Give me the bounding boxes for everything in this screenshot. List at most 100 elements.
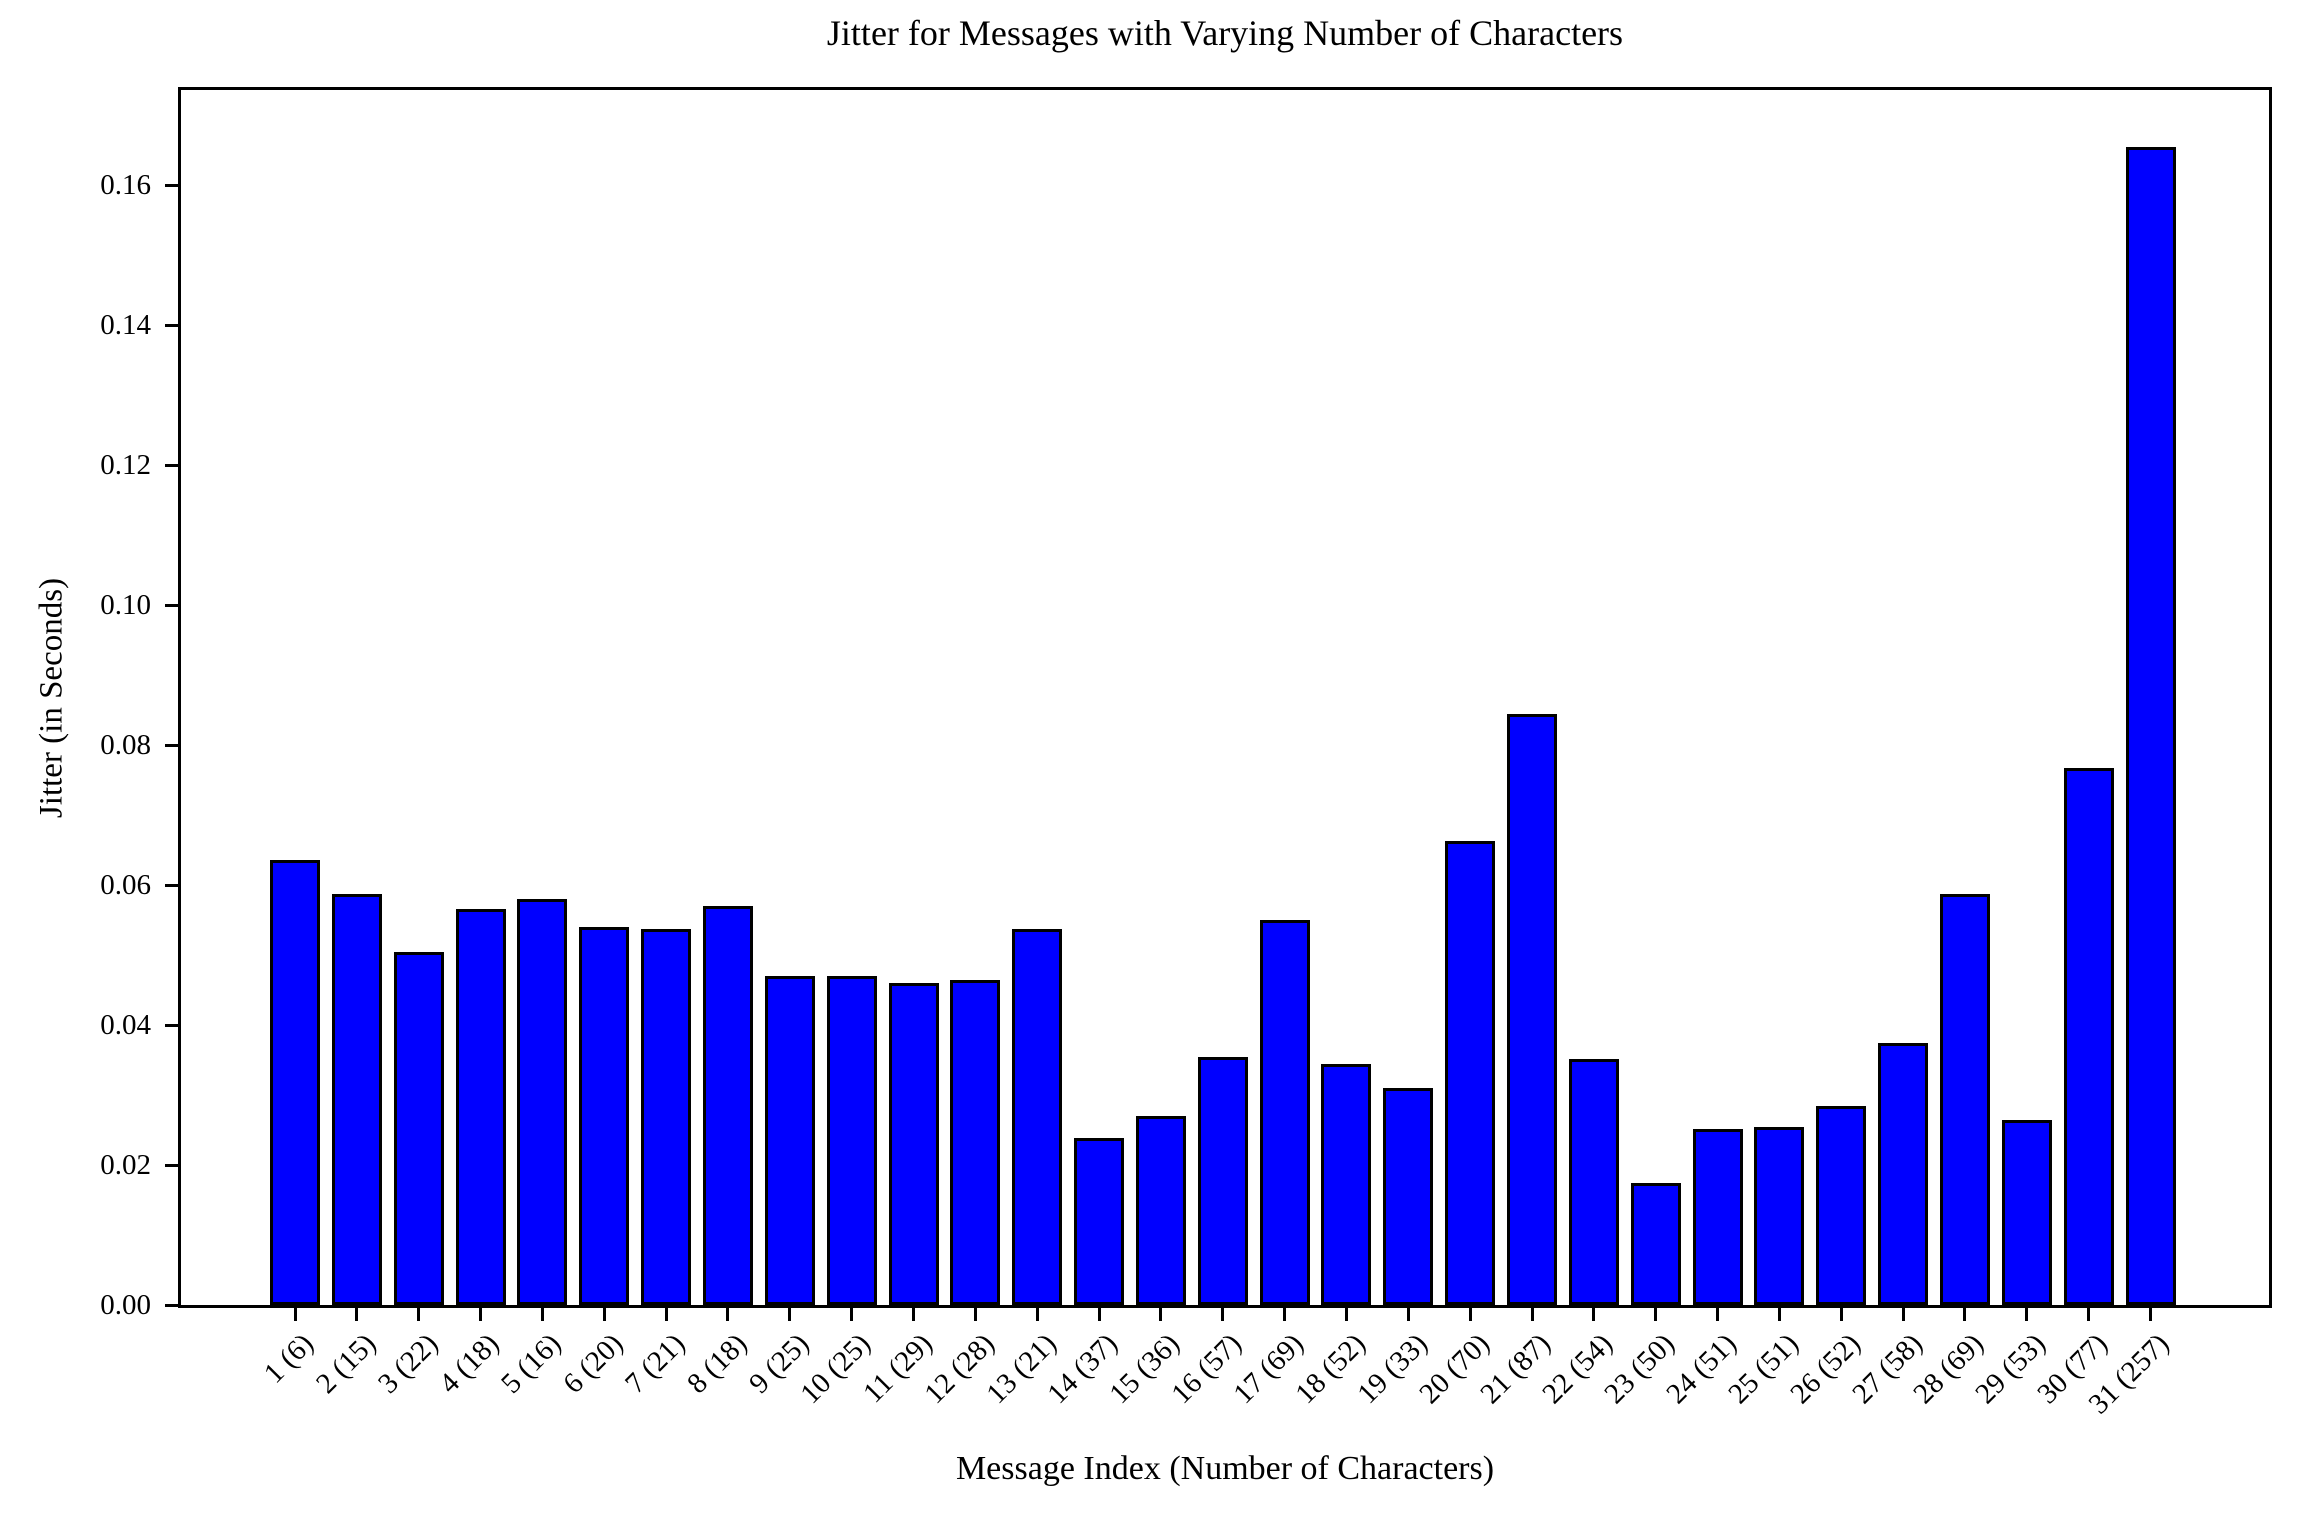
- x-tick-label: 8 (18): [680, 1327, 754, 1400]
- x-tick: [1592, 1308, 1596, 1321]
- x-tick-label: 5 (16): [495, 1327, 568, 1400]
- bar: [702, 906, 753, 1305]
- x-tick: [2025, 1308, 2029, 1321]
- x-tick: [726, 1308, 730, 1321]
- x-tick-label: 12 (28): [918, 1327, 1001, 1411]
- x-tick: [973, 1308, 977, 1321]
- x-tick-label: 18 (52): [1289, 1327, 1372, 1411]
- y-tick: [165, 1163, 178, 1167]
- plot-area: 1 (6) 2 (15) 3 (22) 4 (18) 5 (16) 6 (20) 7 (21…: [100, 87, 2272, 1420]
- x-tick-label: 24 (51): [1660, 1327, 1743, 1411]
- x-tick-label: 25 (51): [1722, 1327, 1805, 1411]
- x-tick: [1097, 1308, 1101, 1321]
- x-tick-label: 1 (6): [258, 1327, 321, 1390]
- x-tick: [602, 1308, 606, 1321]
- y-tick-label: 0.00: [100, 1288, 151, 1321]
- x-tick: [1468, 1308, 1472, 1321]
- y-tick: [165, 184, 178, 188]
- bar: [826, 976, 877, 1305]
- x-tick: [788, 1308, 792, 1321]
- x-tick-label: 3 (22): [371, 1327, 444, 1400]
- y-tick: [165, 604, 178, 608]
- x-tick: [1283, 1308, 1287, 1321]
- y-tick-label: 0.06: [100, 868, 151, 901]
- x-tick: [1839, 1308, 1843, 1321]
- bar: [1321, 1064, 1372, 1305]
- y-tick: [165, 1023, 178, 1027]
- bar: [950, 980, 1001, 1305]
- x-tick-label: 11 (29): [857, 1327, 939, 1410]
- x-tick: [1716, 1308, 1720, 1321]
- x-tick: [1344, 1308, 1348, 1321]
- x-tick-label: 10 (25): [794, 1327, 877, 1411]
- bar: [1445, 841, 1496, 1305]
- x-tick-label: 20 (70): [1412, 1327, 1496, 1411]
- x-tick: [417, 1308, 421, 1321]
- bar: [579, 927, 630, 1305]
- x-tick: [850, 1308, 854, 1321]
- bar: [1197, 1057, 1248, 1305]
- y-tick-label: 0.10: [100, 589, 151, 622]
- bar: [1074, 1138, 1125, 1305]
- y-tick-label: 0.14: [100, 309, 151, 342]
- x-tick-label: 2 (15): [309, 1327, 383, 1400]
- bar: [331, 894, 382, 1305]
- bar: [1012, 929, 1063, 1305]
- x-tick: [1406, 1308, 1410, 1321]
- x-axis-label: Message Index (Number of Characters): [955, 1450, 1495, 1487]
- bar: [2063, 768, 2114, 1305]
- x-tick: [2149, 1308, 2152, 1321]
- x-tick-label: 22 (54): [1536, 1327, 1620, 1411]
- x-tick: [1963, 1308, 1967, 1321]
- x-tick-label: 26 (52): [1784, 1327, 1867, 1411]
- x-tick: [540, 1308, 544, 1321]
- y-tick: [165, 1303, 178, 1307]
- x-tick: [1221, 1308, 1225, 1321]
- x-tick-label: 16 (57): [1165, 1327, 1248, 1411]
- x-tick: [1777, 1308, 1781, 1321]
- bar: [270, 860, 320, 1305]
- y-tick-label: 0.16: [100, 169, 151, 202]
- x-tick: [1530, 1308, 1534, 1321]
- y-tick-label: 0.08: [100, 728, 151, 761]
- bar: [1630, 1183, 1681, 1305]
- y-tick: [165, 464, 178, 468]
- x-tick-label: 6 (20): [557, 1327, 630, 1400]
- bar: [1878, 1043, 1929, 1305]
- bar: [455, 909, 506, 1305]
- x-tick: [1654, 1308, 1658, 1321]
- x-tick: [1159, 1308, 1163, 1321]
- bar: [1259, 920, 1310, 1305]
- bar: [1383, 1088, 1434, 1305]
- x-tick: [355, 1308, 359, 1321]
- x-tick-label: 14 (37): [1041, 1327, 1125, 1411]
- y-tick: [165, 883, 178, 887]
- bar: [888, 983, 939, 1305]
- bar: [1507, 714, 1557, 1305]
- x-tick-label: 7 (21): [619, 1327, 692, 1400]
- x-tick-label: 21 (87): [1474, 1327, 1558, 1411]
- y-tick: [165, 743, 178, 747]
- bar: [1135, 1116, 1186, 1305]
- x-tick: [912, 1308, 915, 1321]
- x-tick-label: 27 (58): [1845, 1327, 1929, 1411]
- x-tick: [2087, 1308, 2091, 1321]
- x-tick-label: 23 (50): [1598, 1327, 1681, 1411]
- bar: [393, 952, 444, 1305]
- y-tick-label: 0.12: [100, 449, 151, 482]
- bar: [764, 976, 815, 1305]
- bar: [2125, 147, 2176, 1305]
- x-tick-label: 28 (69): [1907, 1327, 1991, 1411]
- x-tick: [1901, 1308, 1905, 1321]
- bar: [1692, 1129, 1743, 1305]
- y-tick: [165, 324, 178, 328]
- x-tick: [1035, 1308, 1039, 1321]
- y-tick-label: 0.02: [100, 1148, 151, 1181]
- x-tick: [479, 1308, 483, 1321]
- chart-title: Jitter for Messages with Varying Number …: [826, 13, 1624, 53]
- x-tick-label: 4 (18): [433, 1327, 506, 1400]
- x-tick-label: 13 (21): [979, 1327, 1063, 1411]
- x-tick: [664, 1308, 668, 1321]
- y-tick-label: 0.04: [100, 1008, 151, 1041]
